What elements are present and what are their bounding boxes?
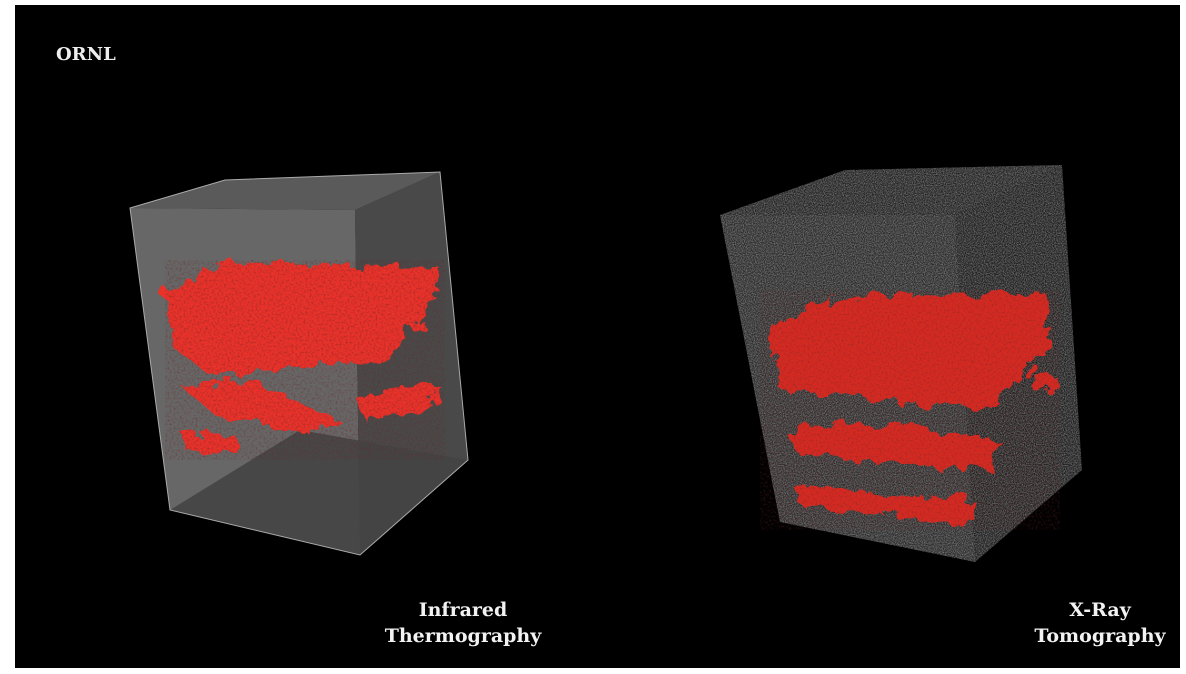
logo: ORNL <box>56 44 116 65</box>
infrared-volume <box>130 172 468 555</box>
figure: ORNL Infrared Thermography X-Ray Tomogra <box>0 0 1186 674</box>
page: ORNL Infrared Thermography X-Ray Tomogra <box>0 0 1186 674</box>
panel-label: Tomography <box>1034 625 1166 647</box>
panel-label: Thermography <box>385 625 543 647</box>
panel-label: Infrared <box>419 599 508 621</box>
panel-label: X-Ray <box>1069 599 1131 621</box>
xray-volume <box>720 165 1082 562</box>
